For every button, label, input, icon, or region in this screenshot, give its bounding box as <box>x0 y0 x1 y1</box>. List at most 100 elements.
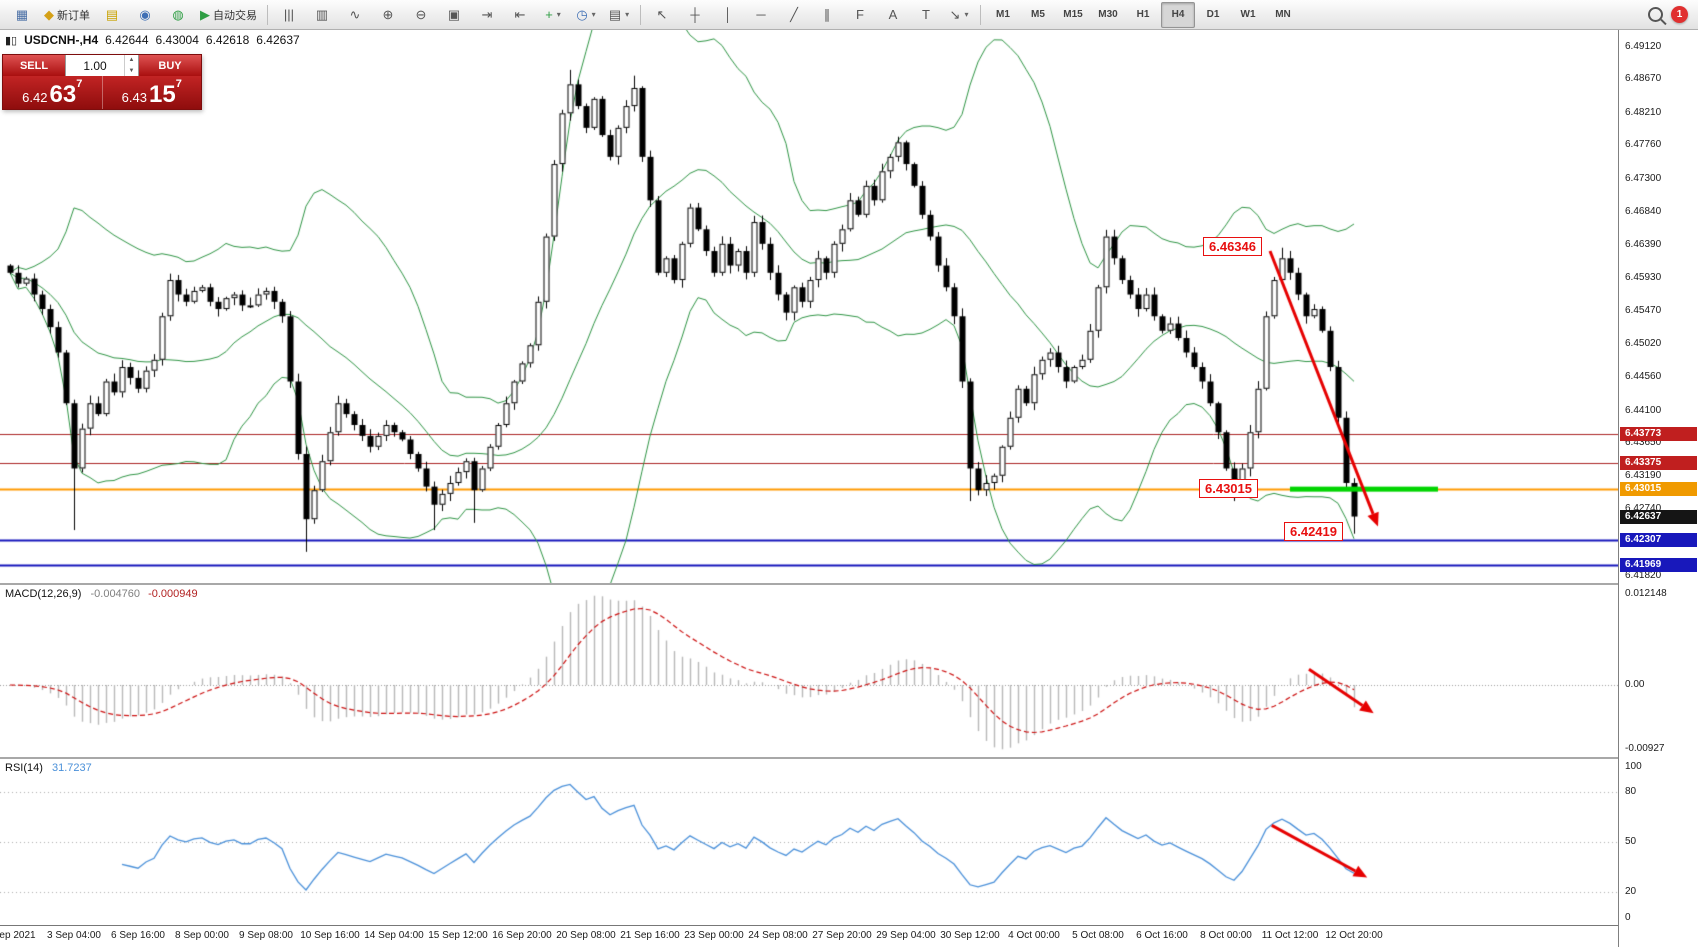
time-label: 8 Oct 00:00 <box>1200 930 1252 941</box>
price-tick: 6.43650 <box>1625 437 1662 449</box>
timeframe-mn[interactable]: MN <box>1275 9 1291 20</box>
timeframe-m30[interactable]: M30 <box>1098 9 1118 20</box>
price-chart-panel[interactable]: ▮▯ USDCNH-,H4 6.42644 6.43004 6.42618 6.… <box>0 30 1618 583</box>
bar-chart-mode[interactable]: ||| <box>273 2 305 28</box>
timeframe-h1[interactable]: H1 <box>1136 9 1150 20</box>
volume-up-icon[interactable]: ▲ <box>128 57 135 64</box>
charts-grid[interactable]: ▦ <box>6 2 38 28</box>
auto-trading-label: 自动交易 <box>213 9 257 22</box>
macd-value-main: -0.004760 <box>90 588 141 600</box>
volume-value[interactable]: 1.00 <box>83 58 107 73</box>
rsi-canvas[interactable] <box>0 759 1618 925</box>
timeframe-h4[interactable]: H4 <box>1161 1 1195 28</box>
price-tag: 6.42637 <box>1620 509 1697 524</box>
search-icon[interactable] <box>1648 7 1663 22</box>
auto-scroll[interactable]: ⇥ <box>471 2 503 28</box>
macd-axis-zero: 0.00 <box>1625 679 1645 690</box>
tile-windows[interactable]: ▣ <box>438 2 470 28</box>
period-selector-icon: ◷ <box>576 7 588 22</box>
price-tick: 6.46390 <box>1625 238 1662 250</box>
timeframe-d1[interactable]: D1 <box>1206 9 1220 20</box>
community[interactable]: ◍ <box>162 2 194 28</box>
time-label: 8 Sep 00:00 <box>175 930 229 941</box>
rsi-panel[interactable]: RSI(14) 31.7237 <box>0 759 1618 925</box>
new-order-icon: ◆ <box>44 7 54 22</box>
vertical-line-tool[interactable]: │ <box>712 2 744 28</box>
label-tool[interactable]: T <box>910 2 942 28</box>
zoom-in[interactable]: ⊕ <box>372 2 404 28</box>
candlestick-icon: ▮▯ <box>5 34 18 47</box>
buy-button[interactable]: BUY <box>139 55 201 76</box>
panel-resize-handle[interactable] <box>0 757 1698 759</box>
timeframe-m1[interactable]: M1 <box>996 9 1010 20</box>
shapes-dropdown-dropdown-icon[interactable]: ▾ <box>964 10 969 19</box>
volume-down-icon[interactable]: ▼ <box>128 67 135 74</box>
accounts[interactable]: ◉ <box>129 2 161 28</box>
rsi-axis-100: 100 <box>1625 761 1642 772</box>
auto-trading-icon: ▶ <box>200 7 210 22</box>
one-click-trading-panel: SELL 1.00 ▲ ▼ BUY 6.42 63 7 6.43 <box>2 54 202 110</box>
period-selector-dropdown-icon[interactable]: ▾ <box>591 10 596 19</box>
sell-price[interactable]: 6.42 63 7 <box>3 76 103 109</box>
price-tag: 6.43375 <box>1620 456 1697 471</box>
chart-window: ▮▯ USDCNH-,H4 6.42644 6.43004 6.42618 6.… <box>0 30 1698 948</box>
template-selector-dropdown-icon[interactable]: ▾ <box>625 10 630 19</box>
price-tick: 6.41820 <box>1625 569 1662 581</box>
new-order-label: 新订单 <box>57 9 90 22</box>
chart-shift[interactable]: ⇤ <box>504 2 536 28</box>
fibonacci-tool[interactable]: F <box>844 2 876 28</box>
price-canvas[interactable] <box>0 30 1618 583</box>
price-axis[interactable]: 6.49120 6.48670 6.48210 6.47760 6.47300 6.468… <box>1618 30 1698 947</box>
price-callout[interactable]: 6.43015 <box>1199 479 1258 499</box>
horizontal-line-tool-icon: ─ <box>756 7 766 22</box>
zoom-out[interactable]: ⊖ <box>405 2 437 28</box>
volume-input[interactable]: 1.00 ▲ ▼ <box>65 55 139 76</box>
bar-chart-mode-icon: ||| <box>283 7 295 22</box>
text-tool[interactable]: A <box>877 2 909 28</box>
text-tool-icon: A <box>888 7 898 22</box>
line-chart-mode[interactable]: ∿ <box>339 2 371 28</box>
timeframe-m5[interactable]: M5 <box>1031 9 1045 20</box>
macd-panel[interactable]: MACD(12,26,9) -0.004760 -0.000949 <box>0 585 1618 757</box>
price-tick: 6.49120 <box>1625 40 1662 52</box>
time-label: 30 Sep 12:00 <box>940 930 1000 941</box>
macd-label-row: MACD(12,26,9) -0.004760 -0.000949 <box>5 588 198 600</box>
open-value: 6.42644 <box>105 33 149 47</box>
rsi-label-row: RSI(14) 31.7237 <box>5 762 92 774</box>
cursor[interactable]: ↖ <box>646 2 678 28</box>
price-callout[interactable]: 6.42419 <box>1284 522 1343 542</box>
toolbar-separator <box>640 4 641 25</box>
add-indicator-dropdown-icon[interactable]: ▾ <box>556 10 561 19</box>
notifications-badge[interactable]: 1 <box>1671 6 1688 23</box>
shapes-dropdown[interactable]: ↘ ▾ <box>943 2 975 28</box>
candlestick-mode[interactable]: ▥ <box>306 2 338 28</box>
buy-price[interactable]: 6.43 15 7 <box>103 76 202 109</box>
add-indicator[interactable]: + ▾ <box>537 2 569 28</box>
auto-trading[interactable]: ▶ 自动交易 <box>195 2 262 28</box>
time-axis[interactable]: 3 Sep 2021 3 Sep 04:00 6 Sep 16:00 8 Sep 00… <box>0 925 1618 948</box>
time-label: 3 Sep 04:00 <box>47 930 101 941</box>
price-tick: 6.45470 <box>1625 305 1662 317</box>
timeframe-m15[interactable]: M15 <box>1063 9 1083 20</box>
timeframe-w1[interactable]: W1 <box>1240 9 1256 20</box>
trendline-tool[interactable]: ╱ <box>778 2 810 28</box>
time-label: 27 Sep 20:00 <box>812 930 872 941</box>
period-selector[interactable]: ◷ ▾ <box>570 2 602 28</box>
price-callout[interactable]: 6.46346 <box>1203 237 1262 257</box>
time-label: 23 Sep 00:00 <box>684 930 744 941</box>
horizontal-line-tool[interactable]: ─ <box>745 2 777 28</box>
price-tag: 6.41969 <box>1620 557 1697 572</box>
time-label: 24 Sep 08:00 <box>748 930 808 941</box>
macd-value-signal: -0.000949 <box>148 588 198 600</box>
symbol-label: USDCNH-,H4 <box>24 33 99 47</box>
deposit[interactable]: ▤ <box>96 2 128 28</box>
high-value: 6.43004 <box>155 33 199 47</box>
new-order[interactable]: ◆ 新订单 <box>39 2 95 28</box>
crosshair[interactable]: ┼ <box>679 2 711 28</box>
sell-button[interactable]: SELL <box>3 55 65 76</box>
panel-resize-handle[interactable] <box>0 583 1698 585</box>
rsi-label: RSI(14) <box>5 762 43 774</box>
macd-canvas[interactable] <box>0 585 1618 757</box>
template-selector[interactable]: ▤ ▾ <box>603 2 635 28</box>
channel-tool[interactable]: ∥ <box>811 2 843 28</box>
